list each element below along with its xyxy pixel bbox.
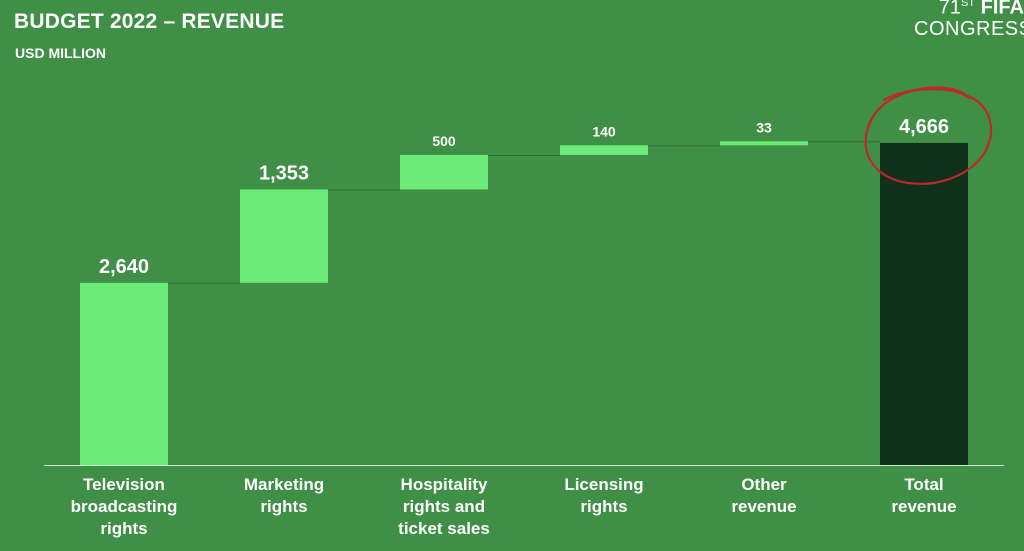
waterfall-bar: [240, 189, 328, 283]
bar-value-label: 1,353: [259, 162, 309, 184]
x-tick-label: Television: [83, 475, 165, 494]
x-tick-label: Marketing: [244, 475, 324, 494]
chart-title: BUDGET 2022 – REVENUE: [14, 10, 285, 33]
total-bar: [880, 143, 968, 465]
x-tick-label: revenue: [731, 497, 796, 516]
waterfall-bar: [720, 141, 808, 146]
logo-fifa: FIFA: [980, 0, 1024, 19]
bar-value-label: 2,640: [99, 256, 149, 278]
annotation-circle-stroke: [883, 88, 963, 101]
x-tick-label: Total: [904, 475, 943, 494]
logo-congress: CONGRESS: [914, 17, 1024, 40]
waterfall-bar: [400, 154, 488, 190]
x-tick-label: revenue: [891, 497, 956, 516]
x-tick-label: ticket sales: [398, 519, 490, 538]
logo-ordinal-suffix: ST: [961, 0, 976, 9]
bar-value-label: 140: [592, 123, 616, 139]
x-tick-label: rights and: [403, 497, 485, 516]
logo-ordinal: 71: [938, 0, 962, 19]
x-tick-label: broadcasting: [71, 497, 178, 516]
waterfall-bar: [560, 145, 648, 155]
x-tick-label: rights: [260, 497, 307, 516]
bar-value-label: 33: [756, 119, 772, 135]
bar-value-label: 4,666: [899, 116, 949, 138]
bar-value-label: 500: [432, 133, 456, 149]
chart-subtitle: USD MILLION: [15, 45, 106, 61]
x-tick-label: rights: [580, 497, 627, 516]
x-tick-label: rights: [100, 519, 147, 538]
x-tick-label: Hospitality: [401, 475, 488, 494]
waterfall-bar: [80, 282, 168, 465]
fifa-congress-logo: 71ST FIFA CONGRESS: [914, 0, 1024, 40]
x-tick-label: Other: [741, 475, 787, 494]
x-tick-label: Licensing: [564, 475, 643, 494]
